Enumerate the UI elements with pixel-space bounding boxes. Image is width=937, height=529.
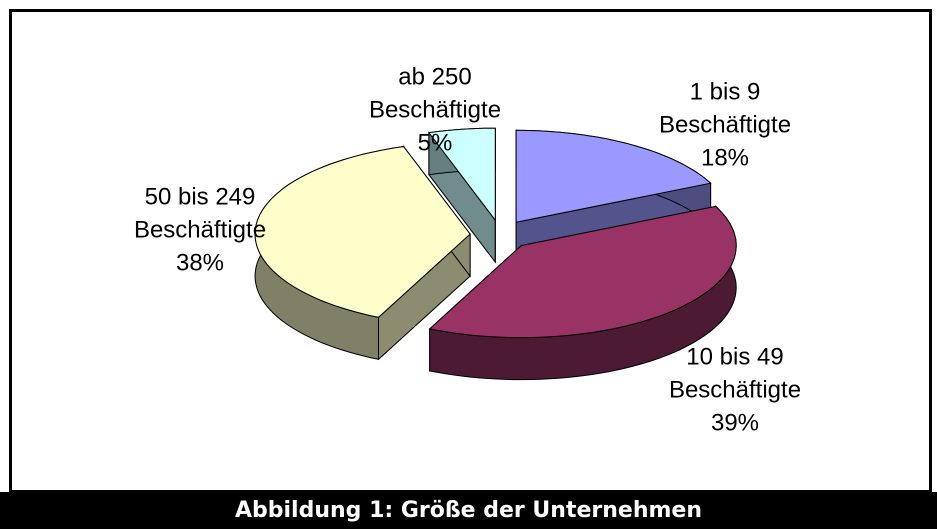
slice-label: 10 bis 49 Beschäftigte	[668, 343, 802, 404]
data-label: 10 bis 49 Beschäftigte 39%	[669, 341, 801, 440]
slice-value: 5%	[417, 129, 453, 157]
slice-label: 1 bis 9 Beschäftigte	[658, 78, 792, 139]
slice-value: 38%	[175, 249, 225, 277]
slice-value: 18%	[700, 144, 750, 172]
slice-label: 50 bis 249 Beschäftigte	[133, 183, 267, 244]
chart-frame	[9, 9, 932, 493]
slice	[428, 205, 737, 339]
slice	[428, 127, 496, 222]
data-label: 1 bis 9 Beschäftigte 18%	[659, 76, 791, 175]
data-label: ab 250 Beschäftigte 5%	[369, 61, 501, 160]
chart	[254, 127, 737, 381]
slice	[515, 129, 712, 223]
slice-label: ab 250 Beschäftigte	[368, 63, 502, 124]
data-label: 50 bis 249 Beschäftigte 38%	[134, 181, 266, 280]
chart-title: Abbildung 1: Größe der Unternehmen	[0, 492, 937, 529]
slice-value: 39%	[710, 409, 760, 437]
slice	[254, 146, 471, 318]
